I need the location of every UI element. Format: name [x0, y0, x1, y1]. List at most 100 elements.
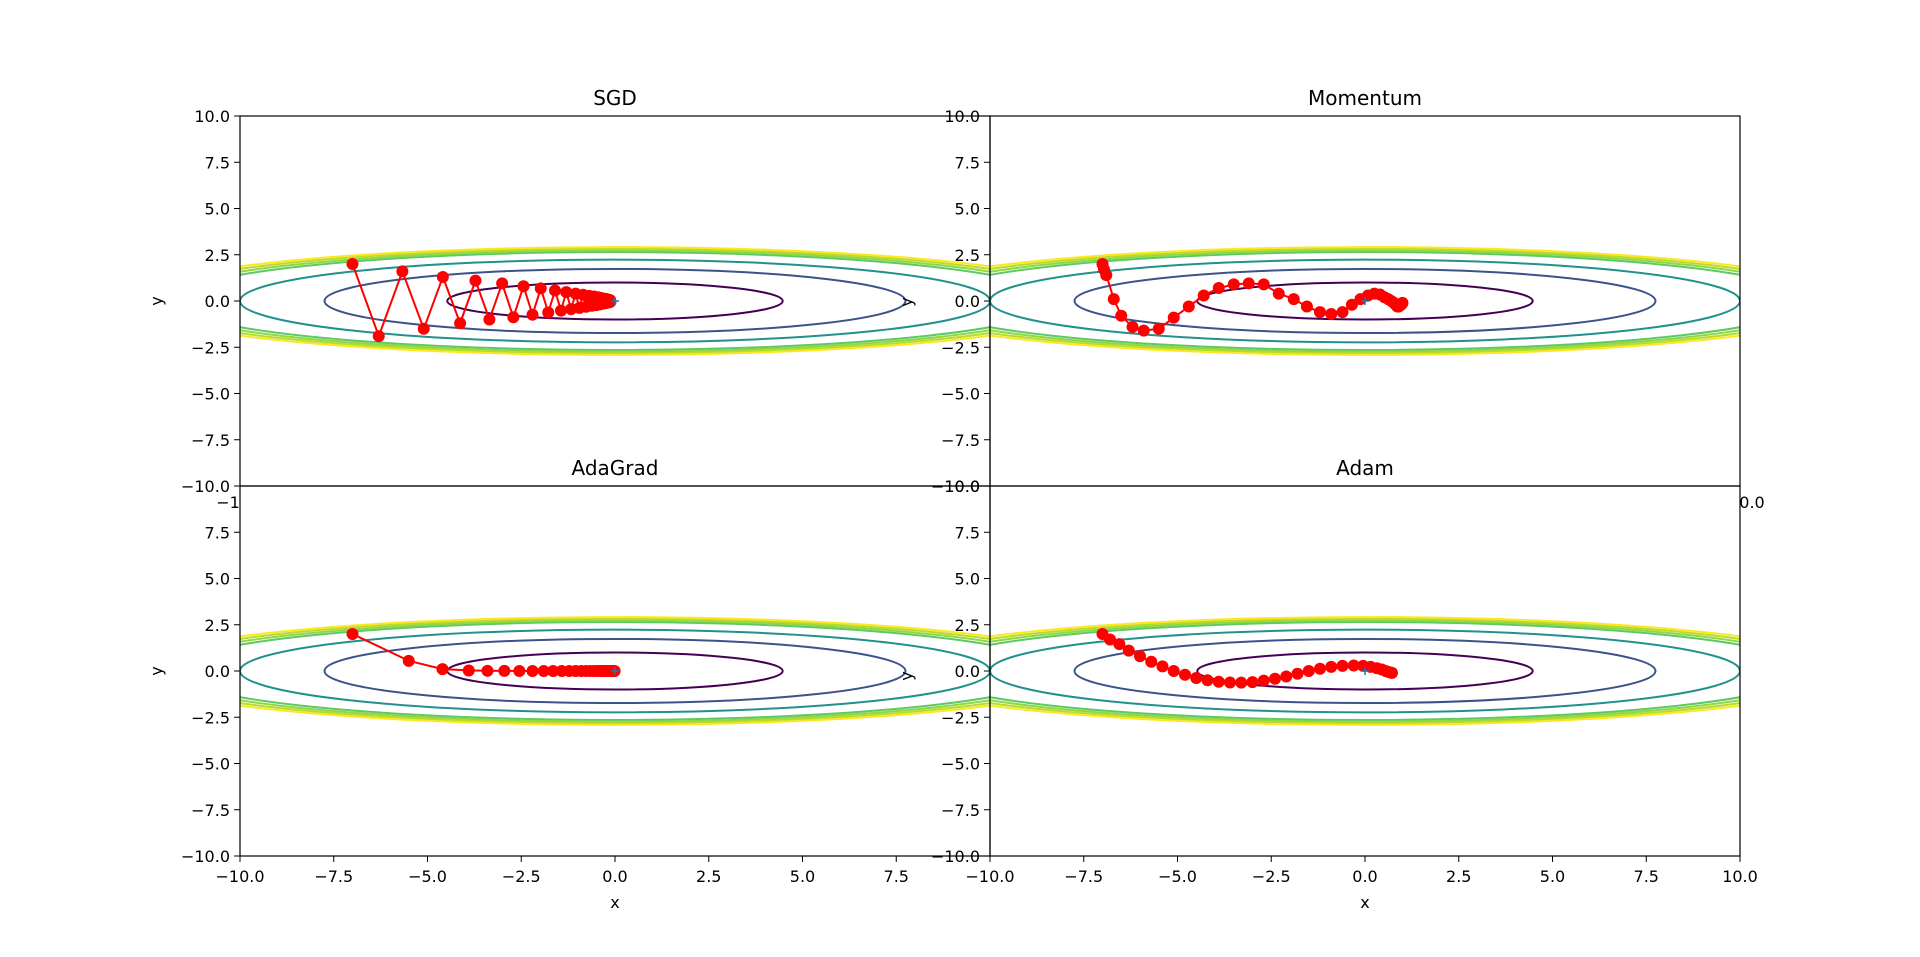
data-point [1137, 324, 1150, 337]
data-point [1182, 300, 1195, 313]
data-point [1179, 668, 1191, 681]
data-point [1291, 667, 1304, 680]
y-tick-label: 7.5 [955, 153, 980, 172]
y-tick-label: −5.0 [191, 755, 230, 774]
contour-group [240, 616, 990, 726]
y-tick-label: 10.0 [944, 107, 980, 126]
contour-level-5 [240, 619, 990, 723]
data-point [481, 664, 494, 677]
contour-level-3 [240, 258, 990, 344]
data-point [436, 663, 449, 676]
data-point [1336, 659, 1349, 672]
data-point [417, 322, 430, 335]
contour-level-5 [990, 619, 1740, 723]
x-tick-label: 2.5 [1446, 867, 1471, 886]
data-point [1167, 665, 1180, 677]
x-tick-label: 7.5 [1634, 867, 1659, 886]
y-tick-label: −10.0 [181, 847, 230, 866]
data-point [1197, 289, 1210, 302]
data-point [346, 258, 359, 270]
data-point [1287, 293, 1300, 306]
data-point [1314, 662, 1326, 675]
data-point [483, 313, 496, 326]
data-point [1156, 660, 1169, 673]
data-point [517, 280, 530, 293]
y-tick-label: 0.0 [955, 662, 980, 681]
minimum-marker [1361, 667, 1369, 675]
contour-level-6 [240, 247, 990, 355]
x-tick-label: −2.5 [502, 867, 541, 886]
data-point [1115, 309, 1128, 322]
data-point [560, 286, 573, 299]
data-point [1152, 322, 1165, 335]
data-point [454, 317, 467, 330]
contour-level-3 [240, 628, 990, 714]
data-point [1242, 277, 1255, 290]
data-point [436, 270, 449, 283]
contour-group [990, 616, 1740, 726]
contour-level-4 [240, 251, 990, 351]
subplot-title: AdaGrad [572, 456, 659, 480]
x-tick-label: 0.0 [602, 867, 627, 886]
subplot-momentum: 10.07.55.02.50.0−2.5−5.0−7.5−10.0Momentu… [931, 86, 1741, 496]
data-point [496, 277, 509, 290]
contour-level-4 [240, 621, 990, 721]
contour-level-2 [1073, 267, 1657, 335]
data-point [513, 664, 526, 677]
data-point [1190, 672, 1203, 685]
data-point [346, 628, 359, 640]
y-tick-label: −10.0 [931, 847, 980, 866]
y-tick-label: −2.5 [191, 708, 230, 727]
data-point [1126, 320, 1139, 333]
data-point [372, 330, 385, 343]
y-tick-label: −7.5 [191, 801, 230, 820]
data-point [1212, 282, 1225, 295]
subplot-title: Momentum [1308, 86, 1422, 110]
subplot-title: Adam [1336, 456, 1394, 480]
x-tick-label: 2.5 [696, 867, 721, 886]
data-point [402, 654, 415, 667]
x-tick-label: 7.5 [884, 867, 909, 886]
y-tick-label: −10.0 [181, 477, 230, 496]
data-point [1212, 675, 1225, 688]
contour-level-6 [990, 617, 1740, 725]
data-point [534, 282, 547, 295]
contour-level-7 [990, 246, 1740, 356]
y-tick-label: 2.5 [205, 616, 230, 635]
data-point [1347, 659, 1360, 672]
subplot-adam: 10.0 7.5 5.0 2.5 0.0 −2.5 −5.0 −7.5 −10.0−10.0 −7… [931, 456, 1758, 912]
x-tick-label: 5.0 [790, 867, 815, 886]
contour-level-2 [323, 267, 907, 335]
data-point [526, 664, 539, 677]
data-point [1257, 674, 1270, 687]
contour-level-5 [240, 249, 990, 353]
minimum-marker [611, 667, 619, 675]
y-tick-label: 0.0 [205, 662, 230, 681]
minimum-marker [611, 297, 619, 305]
data-point [462, 664, 475, 677]
y-tick-label: −5.0 [941, 385, 980, 404]
y-tick-label: 7.5 [205, 153, 230, 172]
x-tick-label: 5.0 [1540, 867, 1565, 886]
y-tick-label: 10.0 [944, 477, 980, 496]
x-tick-label: −5.0 [408, 867, 447, 886]
data-point [1272, 287, 1285, 300]
overflow-label: y [897, 297, 916, 306]
data-point [469, 274, 482, 287]
data-point [1325, 307, 1338, 320]
data-point [1280, 670, 1293, 683]
x-tick-label: −10.0 [215, 867, 264, 886]
contour-level-5 [990, 249, 1740, 353]
data-point [1300, 300, 1313, 313]
y-tick-label: −2.5 [941, 708, 980, 727]
data-point [1325, 660, 1338, 673]
data-point [1269, 672, 1281, 685]
minimum-marker [1361, 297, 1369, 305]
y-tick-label: 7.5 [205, 523, 230, 542]
data-point [604, 295, 617, 308]
y-tick-label: −7.5 [941, 801, 980, 820]
contour-level-7 [240, 246, 990, 356]
data-point [542, 306, 555, 319]
data-point [1336, 306, 1349, 319]
x-axis-label: x [1360, 893, 1369, 912]
